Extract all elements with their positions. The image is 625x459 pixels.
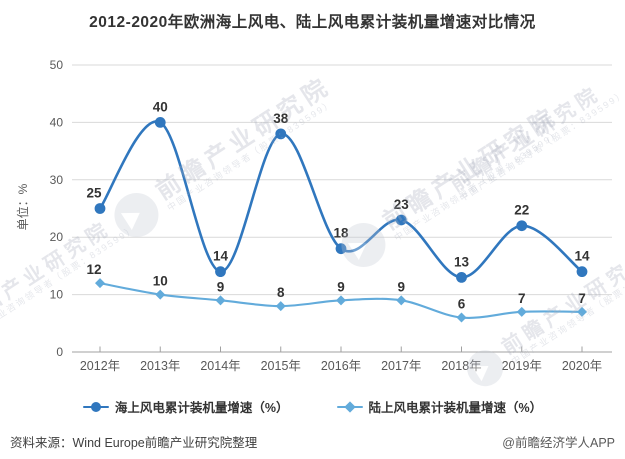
offshore-data-point-marker[interactable] [94,203,106,214]
onshore-data-point-marker[interactable] [396,295,407,306]
offshore-data-label: 25 [86,186,102,201]
onshore-data-label: 12 [86,262,101,277]
offshore-data-label: 14 [574,249,590,264]
x-axis-label: 2014年 [200,359,240,373]
offshore-data-label: 14 [213,249,229,264]
onshore-data-point-marker[interactable] [516,306,527,317]
offshore-data-label: 22 [514,203,529,218]
offshore-data-point-marker[interactable] [516,220,528,232]
data-source-text: 资料来源：Wind Europe前瞻产业研究院整理 [10,436,258,450]
onshore-data-label: 9 [217,279,225,294]
offshore-data-label: 23 [394,197,410,212]
y-axis-tick-label: 20 [50,230,64,244]
x-axis-label: 2012年 [80,359,120,373]
offshore-data-label: 40 [153,99,168,114]
onshore-data-point-marker[interactable] [275,301,286,312]
onshore-series-marker-icon [336,400,363,413]
x-axis-label: 2013年 [140,359,180,373]
onshore-data-point-marker[interactable] [95,278,105,289]
onshore-data-point-marker[interactable] [456,312,467,323]
offshore-data-point-marker[interactable] [395,214,407,226]
offshore-data-point-marker[interactable] [275,128,287,140]
x-axis-label: 2016年 [321,359,361,373]
offshore-data-point-marker[interactable] [576,266,588,278]
x-axis-label: 2020年 [562,359,602,373]
legend-item-onshore[interactable]: 陆上风电累计装机量增速（%） [336,397,543,416]
chart-legend: 海上风电累计装机量增速（%） 陆上风电累计装机量增速（%） [0,397,625,416]
offshore-data-label: 38 [273,111,289,126]
y-axis-tick-label: 30 [50,173,64,187]
onshore-data-label: 8 [277,285,285,300]
x-axis-label: 2017年 [381,359,421,373]
onshore-data-point-marker[interactable] [215,295,226,306]
onshore-data-point-marker[interactable] [336,295,346,306]
onshore-data-label: 9 [397,279,405,294]
x-axis-label: 2018年 [441,359,481,373]
offshore-data-point-marker[interactable] [335,243,347,255]
onshore-data-label: 7 [518,291,526,306]
offshore-data-label: 13 [454,254,470,269]
y-axis-tick-label: 10 [50,288,64,302]
onshore-data-label: 10 [153,274,168,289]
y-axis-tick-label: 40 [50,115,64,129]
legend-label-offshore: 海上风电累计装机量增速（%） [114,401,289,415]
offshore-data-point-marker[interactable] [154,117,166,128]
y-axis-tick-label: 0 [56,345,63,359]
x-axis-label: 2015年 [261,359,301,373]
onshore-data-label: 6 [458,297,466,312]
offshore-series-marker-icon [82,401,109,413]
chart-footer: 资料来源：Wind Europe前瞻产业研究院整理 @前瞻经济学人APP [0,432,625,451]
y-axis-tick-label: 50 [50,58,64,72]
legend-item-offshore[interactable]: 海上风电累计装机量增速（%） [82,397,289,416]
credit-text: @前瞻经济学人APP [502,436,615,450]
line-chart-plot-area: 0 10 20 30 40 50 单位：% 2012年 2013年 2014年 2015年 2016年… [15,58,612,373]
y-axis-title: 单位：% [15,183,30,230]
x-axis-label: 2019年 [502,359,542,373]
onshore-data-point-marker[interactable] [577,306,587,317]
onshore-data-point-marker[interactable] [155,289,166,300]
onshore-data-label: 7 [578,291,586,306]
offshore-data-label: 18 [333,226,349,241]
offshore-data-point-marker[interactable] [215,266,226,278]
offshore-data-point-marker[interactable] [456,271,467,283]
legend-label-onshore: 陆上风电累计装机量增速（%） [368,401,543,415]
chart-title: 2012-2020年欧洲海上风电、陆上风电累计装机量增速对比情况 [89,14,536,31]
onshore-data-label: 9 [337,279,345,294]
offshore-line-series [98,120,584,279]
